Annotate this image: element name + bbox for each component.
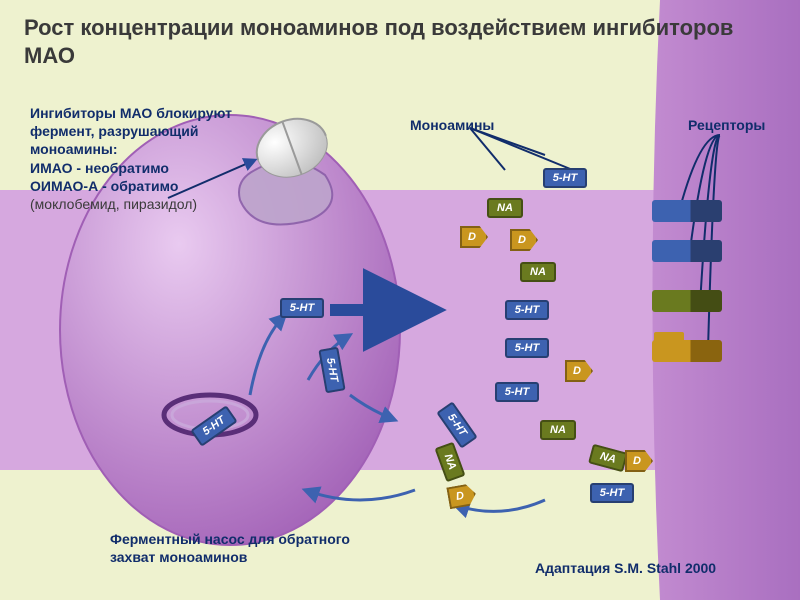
molecule-na: NA xyxy=(540,420,576,440)
molecule-na: NA xyxy=(520,262,556,282)
molecule-ht: 5-HT xyxy=(543,168,587,188)
credit: Адаптация S.M. Stahl 2000 xyxy=(535,560,716,576)
molecule-ht: 5-HT xyxy=(505,300,549,320)
molecule-ht: 5-HT xyxy=(590,483,634,503)
caption-monoamines: Моноамины xyxy=(410,116,494,134)
molecule-ht: 5-HT xyxy=(495,382,539,402)
caption-receptors: Рецепторы xyxy=(688,116,765,134)
caption-pump: Ферментный насос для обратного захват мо… xyxy=(110,530,370,566)
molecule-ht: 5-HT xyxy=(505,338,549,358)
receptor-ht xyxy=(652,240,722,262)
receptor-d xyxy=(652,340,722,362)
page-title: Рост концентрации моноаминов под воздейс… xyxy=(24,14,776,69)
caption-inhibitors: Ингибиторы МАО блокируют фермент, разруш… xyxy=(30,104,240,213)
receptor-na xyxy=(652,290,722,312)
molecule-ht: 5-HT xyxy=(280,298,324,318)
molecule-na: NA xyxy=(487,198,523,218)
receptor-ht xyxy=(652,200,722,222)
